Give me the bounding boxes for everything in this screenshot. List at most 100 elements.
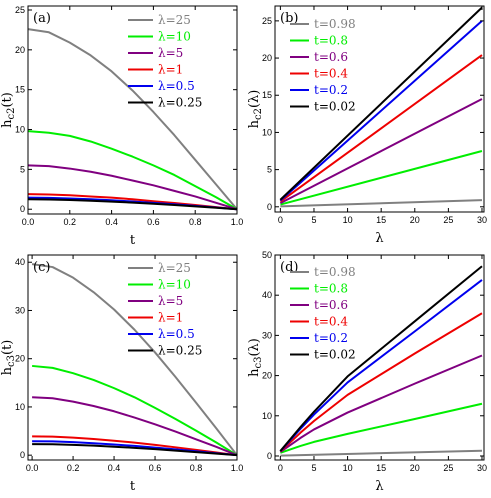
y-tick-label: 25 <box>15 5 25 15</box>
plot-frame <box>274 254 485 461</box>
panel-label: (c) <box>33 260 50 275</box>
legend-entry: t=0.8 <box>314 282 348 296</box>
legend-entry: t=0.4 <box>314 315 348 329</box>
x-tick-label: 0.8 <box>189 217 202 227</box>
legend-entry: t=0.98 <box>314 265 356 279</box>
y-tick-label: 50 <box>262 250 272 260</box>
legend-entry: t=0.02 <box>314 348 356 362</box>
y-tick-label: 10 <box>15 125 25 135</box>
legend-entry: t=0.02 <box>314 100 356 114</box>
series-line-1 <box>32 364 238 457</box>
x-tick-label: 0.2 <box>64 217 77 227</box>
x-tick-label: 0 <box>278 215 283 225</box>
legend-entry: t=0.6 <box>314 298 348 312</box>
panel-d: 0 5 10 15 20 25 3001020304050(d)λhc3(λ)t=0.98t… <box>247 250 487 494</box>
y-axis-label: hc2(t) <box>0 92 17 128</box>
x-tick-label: 0.2 <box>67 463 80 473</box>
legend-entry: λ=5 <box>158 294 183 308</box>
y-tick-label: 25 <box>262 16 272 26</box>
series-line-2 <box>279 354 483 453</box>
series-line-0 <box>280 449 483 457</box>
x-tick-label: 10 <box>343 463 353 473</box>
x-tick-label: 1.0 <box>231 217 244 227</box>
series-line-5 <box>27 198 238 211</box>
y-tick-label: 5 <box>20 164 25 174</box>
y-tick-label: 15 <box>15 85 25 95</box>
y-tick-label: 20 <box>262 53 272 63</box>
x-axis-label: λ <box>375 479 383 494</box>
x-tick-label: 15 <box>376 215 386 225</box>
y-axis-label: hc3(λ) <box>247 338 264 377</box>
legend-entry: λ=25 <box>158 13 191 27</box>
x-axis-label: t <box>130 233 136 248</box>
y-tick-label: 30 <box>15 305 25 315</box>
y-tick-label: 40 <box>15 257 25 267</box>
legend-entry: t=0.98 <box>314 17 356 31</box>
series-line-1 <box>280 150 483 206</box>
series-line-1 <box>280 402 483 454</box>
series-line-5 <box>279 6 483 201</box>
legend-entry: t=0.2 <box>314 331 348 345</box>
x-tick-label: 15 <box>376 463 386 473</box>
x-tick-label: 25 <box>443 463 453 473</box>
legend-entry: λ=10 <box>158 278 191 292</box>
y-tick-label: 10 <box>262 127 272 137</box>
x-tick-label: 0.0 <box>22 217 35 227</box>
panel-a: 0.0 0.2 0.4 0.6 0.8 1.0 0 5 10 15 20 25 (a) t hc2(t) λ=… <box>0 5 243 248</box>
x-tick-label: 25 <box>443 215 453 225</box>
x-tick-label: 1.0 <box>231 463 244 473</box>
y-tick-label: 0 <box>267 451 272 461</box>
series-line-2 <box>32 396 238 457</box>
series-line-3 <box>32 435 238 457</box>
legend-entry: λ=0.5 <box>158 79 195 93</box>
series-line-0 <box>31 263 238 456</box>
legend-entry: λ=25 <box>158 261 191 275</box>
legend-entry: t=0.2 <box>314 83 348 97</box>
legend-entry: λ=5 <box>158 46 183 60</box>
x-tick-label: 0.6 <box>147 217 160 227</box>
y-tick-label: 30 <box>262 330 272 340</box>
y-tick-label: 10 <box>262 411 272 421</box>
x-tick-label: 20 <box>410 215 420 225</box>
y-tick-label: 20 <box>262 371 272 381</box>
x-axis-label: t <box>130 479 136 494</box>
series-line-5 <box>32 443 238 457</box>
x-tick-label: 0.8 <box>190 463 203 473</box>
series-line-3 <box>279 54 483 203</box>
series-line-5 <box>279 265 483 452</box>
x-tick-label: 0 <box>278 463 283 473</box>
x-tick-label: 30 <box>477 463 487 473</box>
legend-entry: t=0.8 <box>314 34 348 48</box>
y-axis-label: hc2(λ) <box>247 90 264 129</box>
x-tick-label: 5 <box>311 463 316 473</box>
x-tick-label: 5 <box>311 215 316 225</box>
series-line-1 <box>27 130 238 211</box>
x-tick-label: 0.0 <box>26 463 39 473</box>
y-tick-label: 0 <box>20 450 25 460</box>
panel-label: (b) <box>280 11 298 26</box>
legend: λ=25 λ=10 λ=5 λ=1 λ=0.5 λ=0.25 <box>128 13 202 110</box>
y-tick-label: 0 <box>267 202 272 212</box>
legend: t=0.98 t=0.8 t=0.6 t=0.4 t=0.2 t=0.02 <box>290 17 356 114</box>
legend-entry: λ=0.5 <box>158 327 195 341</box>
legend: t=0.98 t=0.8 t=0.6 t=0.4 t=0.2 t=0.02 <box>290 265 356 362</box>
legend-entry: λ=0.25 <box>158 96 202 110</box>
x-tick-label: 10 <box>343 215 353 225</box>
panel-label: (a) <box>33 11 51 26</box>
plot-frame <box>27 5 238 215</box>
series-line-2 <box>27 164 238 211</box>
x-tick-label: 0.4 <box>105 217 118 227</box>
series-line-0 <box>27 28 238 210</box>
y-tick-label: 15 <box>262 90 272 100</box>
x-axis-label: λ <box>375 231 383 246</box>
x-tick-label: 0.6 <box>149 463 162 473</box>
y-tick-label: 40 <box>262 290 272 300</box>
y-tick-label: 10 <box>15 402 25 412</box>
y-tick-label: 5 <box>267 165 272 175</box>
legend-entry: t=0.6 <box>314 50 348 64</box>
legend-entry: λ=0.25 <box>158 344 202 358</box>
legend: λ=25 λ=10 λ=5 λ=1 λ=0.5 λ=0.25 <box>128 261 202 358</box>
legend-entry: t=0.4 <box>314 67 348 81</box>
